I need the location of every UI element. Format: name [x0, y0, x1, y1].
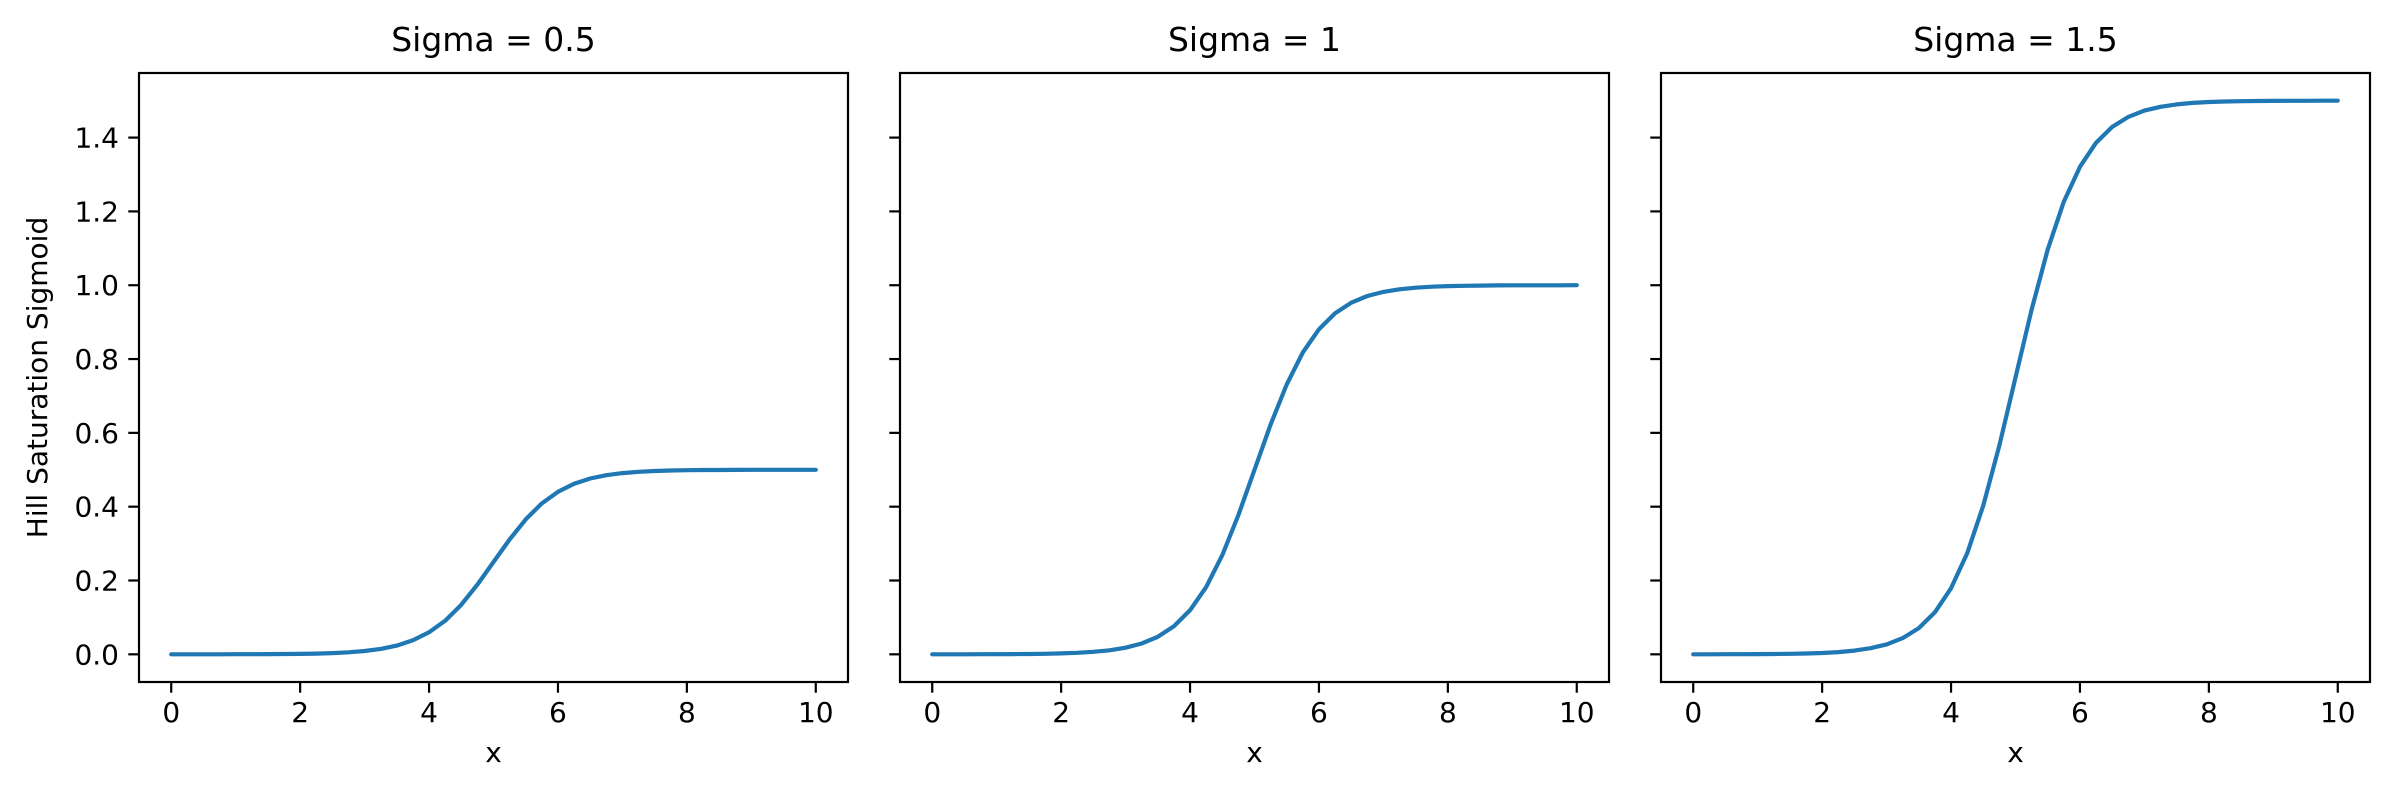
x-tick-label: 2 — [1052, 696, 1070, 729]
x-axis-label: x — [485, 736, 502, 769]
x-tick-label: 0 — [923, 696, 941, 729]
x-tick-label: 0 — [162, 696, 180, 729]
x-tick-label: 4 — [1181, 696, 1199, 729]
y-tick-label: 0.0 — [74, 638, 119, 671]
x-axis-label: x — [1246, 736, 1263, 769]
x-tick-label: 2 — [1813, 696, 1831, 729]
x-tick-label: 10 — [1559, 696, 1595, 729]
y-tick-label: 1.4 — [74, 122, 119, 155]
x-tick-label: 6 — [549, 696, 567, 729]
y-tick-label: 1.0 — [74, 269, 119, 302]
sigmoid-curve — [1691, 98, 2340, 657]
x-tick-label: 10 — [2320, 696, 2356, 729]
y-tick-label: 0.6 — [74, 417, 119, 450]
x-tick-label: 4 — [420, 696, 438, 729]
x-tick-label: 6 — [1310, 696, 1328, 729]
axes-spines — [1659, 71, 2372, 684]
x-tick-label: 0 — [1684, 696, 1702, 729]
x-tick-label: 10 — [798, 696, 834, 729]
axes-spines — [137, 71, 850, 684]
x-tick-label: 8 — [2200, 696, 2218, 729]
y-tick-label: 1.2 — [74, 195, 119, 228]
axes-spines — [898, 71, 1611, 684]
subplot-1: Sigma = 0.5 0 2 4 6 8 10 0.0 0.2 0.4 0.6 0.8 1.0 1.2 1… — [21, 20, 850, 769]
sigmoid-curve — [169, 467, 818, 657]
subplot-3: Sigma = 1.5 0 2 4 6 8 10 x — [1650, 20, 2372, 769]
y-tick-label: 0.2 — [74, 565, 119, 598]
x-tick-label: 2 — [291, 696, 309, 729]
y-axis-label: Hill Saturation Sigmoid — [21, 217, 54, 538]
y-tick-label: 0.4 — [74, 491, 119, 524]
x-tick-label: 4 — [1942, 696, 1960, 729]
subplot-title: Sigma = 1.5 — [1913, 20, 2118, 59]
sigmoid-curve — [930, 283, 1579, 657]
subplot-2: Sigma = 1 0 2 4 6 8 10 x — [889, 20, 1611, 769]
x-axis-label: x — [2007, 736, 2024, 769]
x-tick-label: 6 — [2071, 696, 2089, 729]
x-tick-label: 8 — [678, 696, 696, 729]
x-tick-label: 8 — [1439, 696, 1457, 729]
subplot-title: Sigma = 0.5 — [391, 20, 596, 59]
y-tick-label: 0.8 — [74, 343, 119, 376]
subplot-title: Sigma = 1 — [1168, 20, 1341, 59]
